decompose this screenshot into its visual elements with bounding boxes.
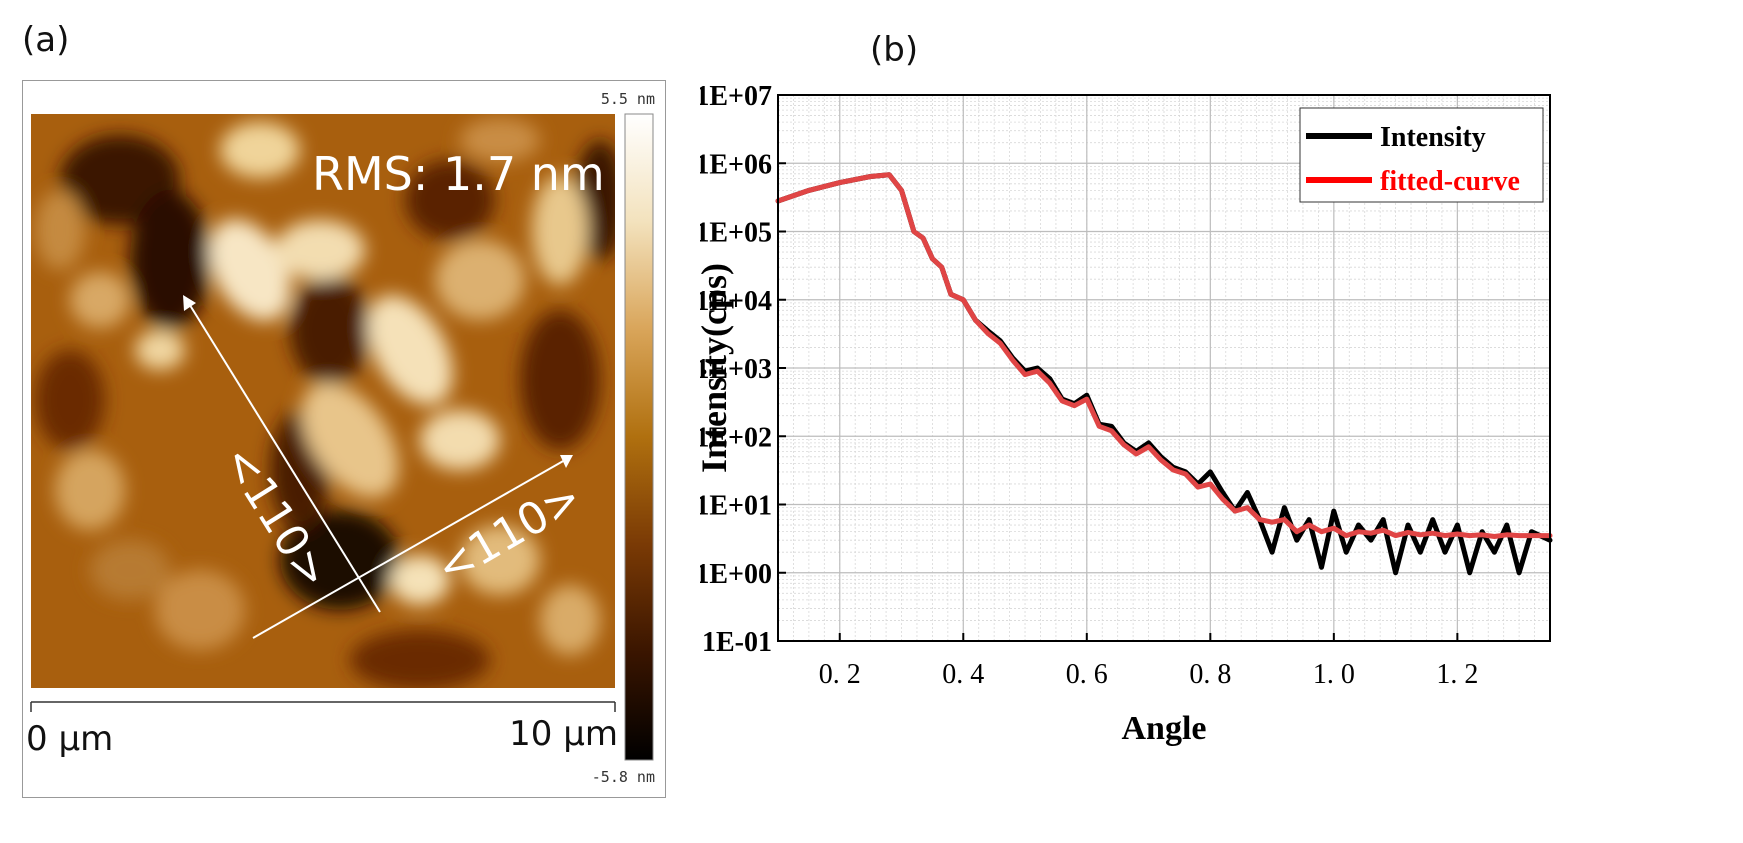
chart-series-layer xyxy=(775,172,1553,576)
y-axis-ticks: 1E-01 1E+00 1E+01 1E+02 1E+03 1E+04 1E+05 1E+06… xyxy=(700,81,786,658)
x-tick-label: 0. 4 xyxy=(942,659,984,690)
y-tick-label: 1E+04 xyxy=(700,286,772,317)
x-tick-label: 0. 2 xyxy=(819,659,861,690)
rms-label: RMS: 1.7 nm xyxy=(312,147,605,201)
direction-arrow-2 xyxy=(252,459,566,639)
series-line-fitted-curve xyxy=(775,172,1553,539)
x-tick-label: 1. 0 xyxy=(1313,659,1355,690)
y-tick-label: 1E+03 xyxy=(700,354,772,385)
y-tick-label: 1E+06 xyxy=(700,149,772,180)
x-axis-label: Angle xyxy=(1122,710,1207,747)
afm-panel-frame xyxy=(22,80,666,798)
y-tick-label: 1E+01 xyxy=(700,491,772,522)
colorbar-max-label: 5.5 nm xyxy=(601,90,655,108)
x-tick-label: 1. 2 xyxy=(1436,659,1478,690)
chart-legend: Intensity fitted-curve xyxy=(1299,107,1544,203)
x-tick-label: 0. 6 xyxy=(1066,659,1108,690)
legend-entry-label: fitted-curve xyxy=(1380,166,1520,197)
legend-entry-label: Intensity xyxy=(1380,122,1486,153)
afm-x-start-label: 0 μm xyxy=(26,719,113,759)
afm-topography xyxy=(35,118,615,688)
panel-label-b: (b) xyxy=(870,30,919,70)
xrr-chart: 1E-01 1E+00 1E+01 1E+02 1E+03 1E+04 1E+05 1E+06… xyxy=(700,81,1553,747)
y-axis-label: Intensity(cps) xyxy=(700,263,734,473)
y-tick-label: 1E+00 xyxy=(700,559,772,590)
colorbar-min-label: -5.8 nm xyxy=(592,768,655,786)
afm-figure: <110> <110> RMS: 1.7 nm 5.5 nm -5.8 nm 0… xyxy=(26,90,655,786)
direction-arrow-1 xyxy=(187,301,381,613)
y-tick-label: 1E+05 xyxy=(700,218,772,249)
colorbar xyxy=(624,113,654,761)
panel-label-a: (a) xyxy=(22,20,70,60)
y-tick-label: 1E-01 xyxy=(702,627,772,658)
direction-arrow-2-head xyxy=(560,455,573,468)
x-tick-label: 0. 8 xyxy=(1189,659,1231,690)
direction-arrow-1-head xyxy=(183,295,196,311)
y-tick-label: 1E+07 xyxy=(700,81,772,112)
legend-box xyxy=(1299,107,1544,203)
x-axis-ticks: 0. 2 0. 4 0. 6 0. 8 1. 0 1. 2 xyxy=(819,633,1478,690)
y-tick-label: 1E+02 xyxy=(700,422,772,453)
afm-x-end-label: 10 μm xyxy=(509,714,618,754)
